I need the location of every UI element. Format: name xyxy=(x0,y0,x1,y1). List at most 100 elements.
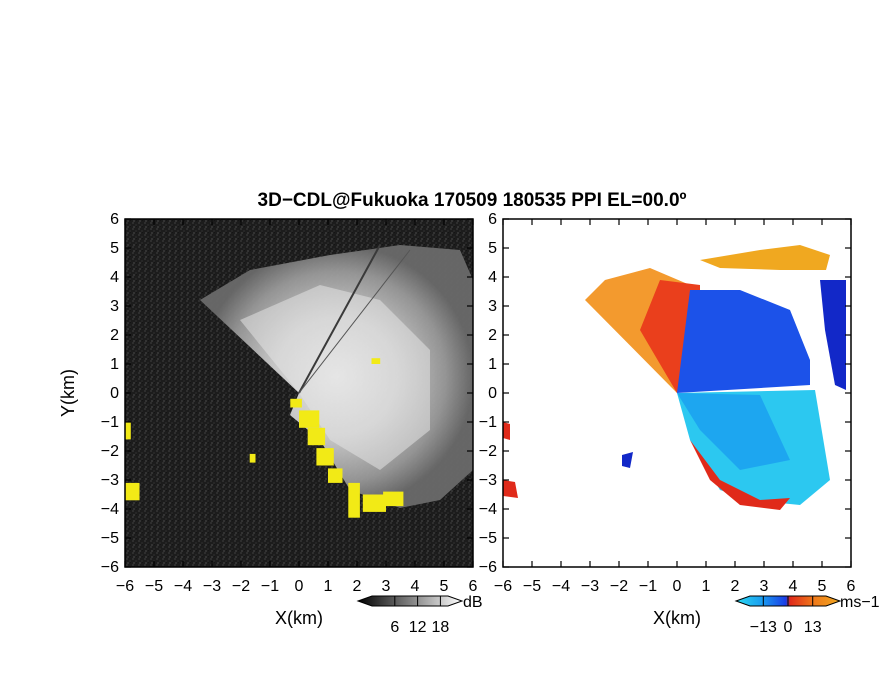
velocity-edge-southwest xyxy=(622,452,633,468)
left-x-tick-label: 3 xyxy=(382,578,391,595)
right-y-tick-label: 4 xyxy=(488,269,497,286)
right-tick-layer: −6 −5 −4 −3 −2 −1 0 1 2 3 4 5 6 6 5 4 3 2 1 0 −1 −2 −3 −4 −5 −6 xyxy=(479,211,856,595)
left-x-tick-label: −6 xyxy=(116,578,134,595)
highlight-region xyxy=(125,422,131,440)
right-x-tick-label: −5 xyxy=(523,578,541,595)
figure-title: 3D−CDL@Fukuoka 170509 180535 PPI EL=00.0… xyxy=(258,190,687,211)
highlight-region xyxy=(249,453,256,463)
right-colorbar-tick-label: 13 xyxy=(804,619,822,636)
right-x-tick-label: 3 xyxy=(760,578,769,595)
left-y-tick-label: −4 xyxy=(101,501,119,518)
right-colorbar-tick-label: 0 xyxy=(784,619,793,636)
right-x-tick-label: −3 xyxy=(581,578,599,595)
left-y-tick-label: 3 xyxy=(110,298,119,315)
right-colorbar: −13 0 13 ms−1 xyxy=(734,594,880,636)
highlight-region xyxy=(290,398,302,408)
left-y-tick-label: −1 xyxy=(101,414,119,431)
right-y-tick-label: −5 xyxy=(479,530,497,547)
velocity-region-northeast xyxy=(677,290,810,393)
left-y-tick-label: −6 xyxy=(101,559,119,576)
velocity-edge-west-red xyxy=(503,422,510,440)
left-y-tick-label: 0 xyxy=(110,385,119,402)
left-x-axis-label: X(km) xyxy=(275,608,323,628)
left-colorbar-tick-label: 6 xyxy=(390,619,399,636)
left-x-tick-label: −3 xyxy=(203,578,221,595)
left-x-tick-label: −5 xyxy=(145,578,163,595)
right-y-tick-label: 6 xyxy=(488,211,497,228)
left-echo-streak xyxy=(298,249,411,394)
highlight-region xyxy=(348,482,360,518)
right-panel: −6 −5 −4 −3 −2 −1 0 1 2 3 4 5 6 6 5 4 3 2 1 0 −1 −2 −3 −4 −5 −6 X… xyxy=(479,211,880,636)
right-x-tick-label: 6 xyxy=(847,578,856,595)
right-x-tick-label: −2 xyxy=(610,578,628,595)
velocity-edge-southeast-red xyxy=(690,440,790,510)
left-colorbar-bar xyxy=(356,595,464,607)
right-x-tick-label: 1 xyxy=(702,578,711,595)
right-y-tick-label: −1 xyxy=(479,414,497,431)
left-y-axis-label: Y(km) xyxy=(58,369,78,417)
left-x-tick-label: 1 xyxy=(324,578,333,595)
left-echo-streak xyxy=(298,244,381,394)
right-y-tick-label: −6 xyxy=(479,559,497,576)
highlight-region xyxy=(299,410,320,428)
left-y-tick-label: −3 xyxy=(101,472,119,489)
right-y-tick-label: 0 xyxy=(488,385,497,402)
left-x-tick-label: −2 xyxy=(232,578,250,595)
highlight-region xyxy=(307,427,326,446)
left-x-tick-label: 4 xyxy=(411,578,420,595)
right-y-tick-label: 1 xyxy=(488,356,497,373)
left-y-tick-label: 2 xyxy=(110,327,119,344)
right-x-tick-label: −6 xyxy=(494,578,512,595)
left-highlight-layer xyxy=(125,358,404,518)
left-colorbar-tick-label: 18 xyxy=(432,619,450,636)
left-y-tick-label: 4 xyxy=(110,269,119,286)
velocity-edge-north xyxy=(700,245,830,270)
right-velocity-field xyxy=(503,245,846,510)
right-y-tick-label: 2 xyxy=(488,327,497,344)
left-y-tick-label: 5 xyxy=(110,240,119,257)
highlight-region xyxy=(362,494,386,512)
velocity-region-southeast-inner xyxy=(677,393,790,470)
right-colorbar-ticks: −13 0 13 xyxy=(750,596,822,636)
left-colorbar-tick-label: 12 xyxy=(409,619,427,636)
velocity-edge-west-red xyxy=(503,480,518,498)
left-colorbar: 6 12 18 dB xyxy=(356,594,483,636)
left-colorbar-ticks: 6 12 18 xyxy=(390,596,449,636)
left-x-tick-label: 0 xyxy=(295,578,304,595)
right-x-tick-label: 0 xyxy=(673,578,682,595)
left-y-tick-label: −5 xyxy=(101,530,119,547)
left-y-tick-label: −2 xyxy=(101,443,119,460)
left-colorbar-unit: dB xyxy=(463,594,483,611)
right-x-tick-label: 2 xyxy=(731,578,740,595)
right-y-tick-label: −4 xyxy=(479,501,497,518)
right-y-tick-label: 5 xyxy=(488,240,497,257)
left-tick-layer: −6 −5 −4 −3 −2 −1 0 1 2 3 4 5 6 6 5 4 3 2 1 0 −1 −2 −3 −4 −5 −6 xyxy=(101,211,478,595)
highlight-region xyxy=(383,491,404,507)
left-x-tick-label: −4 xyxy=(174,578,192,595)
right-y-tick-label: −3 xyxy=(479,472,497,489)
right-x-tick-label: −1 xyxy=(639,578,657,595)
highlight-region xyxy=(316,448,334,466)
left-x-tick-label: 5 xyxy=(440,578,449,595)
right-x-tick-label: 5 xyxy=(818,578,827,595)
right-colorbar-tick-label: −13 xyxy=(750,619,777,636)
left-x-tick-label: 2 xyxy=(353,578,362,595)
left-y-tick-label: 1 xyxy=(110,356,119,373)
left-x-tick-label: −1 xyxy=(261,578,279,595)
left-echo-field xyxy=(200,244,473,508)
right-x-axis-label: X(km) xyxy=(653,608,701,628)
left-y-tick-label: 6 xyxy=(110,211,119,228)
right-y-tick-label: −2 xyxy=(479,443,497,460)
right-y-tick-label: 3 xyxy=(488,298,497,315)
right-colorbar-unit: ms−1 xyxy=(840,594,880,611)
velocity-edge-northeast xyxy=(820,280,846,390)
highlight-region xyxy=(371,358,381,364)
left-x-tick-label: 6 xyxy=(469,578,478,595)
right-x-tick-label: −4 xyxy=(552,578,570,595)
highlight-region xyxy=(125,482,140,501)
right-x-tick-label: 4 xyxy=(789,578,798,595)
left-echo-sector-bright xyxy=(240,285,430,470)
highlight-region xyxy=(328,468,343,483)
